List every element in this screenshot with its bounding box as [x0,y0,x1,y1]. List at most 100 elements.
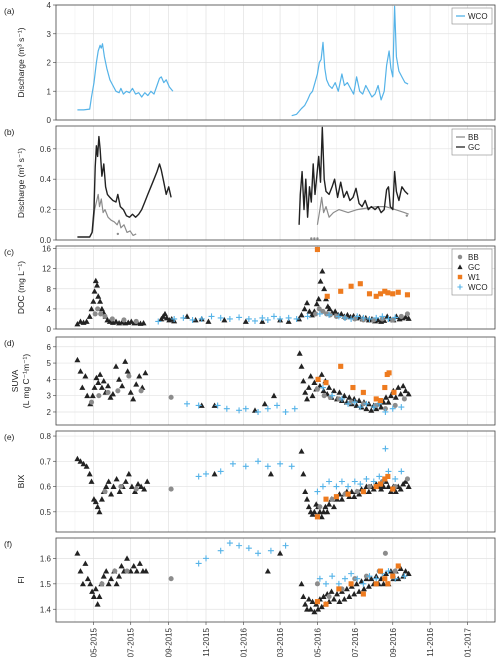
panel-label: (e) [4,432,15,442]
data-point-wco [379,313,386,320]
data-point-gc [322,503,329,510]
x-tick-label: 09-2015 [165,627,174,657]
data-point-gc [77,458,84,464]
y-tick-label: 3 [47,30,52,39]
data-point-w1 [386,370,392,376]
data-point-wco [198,315,205,322]
data-point-gc [356,397,363,403]
data-point-wco [314,488,321,495]
panel-a-legend: WCO [451,7,493,25]
legend-label-w1: W1 [468,273,481,282]
data-point-w1 [348,283,354,289]
y-tick-label: 0.5 [40,508,52,517]
plot-frame [55,245,496,330]
data-point-wco [329,573,336,580]
data-point-wco [217,314,224,321]
data-point-wco [255,550,262,557]
data-point-gc [95,293,102,299]
data-point-gc [221,316,228,323]
data-point-gc [77,568,84,574]
data-point-bb [382,406,388,412]
data-point-wco [319,384,326,391]
data-point-gc [267,470,274,477]
data-point-wco [363,400,370,407]
data-point-wco [392,475,399,482]
data-point-gc [385,399,392,405]
data-point-gc [378,404,385,410]
y-axis-label: Discharge (m³ s⁻¹) [16,27,26,97]
data-point-wco [236,407,243,414]
data-point-gc [136,560,143,566]
data-point-gc [306,308,313,314]
x-axis: 05-2015 07-2015 09-2015 11-2015 01-2016 03-20… [89,622,472,657]
x-tick-label: 05-2016 [313,627,322,657]
data-point-gc [118,563,125,569]
data-point-wco [155,318,162,325]
data-point-bb [310,237,313,240]
data-point-gc [392,488,399,494]
data-point-wco [376,473,383,480]
data-point-wco [277,460,284,467]
data-point-bb [320,308,326,314]
y-axis-label: DOC (mg L⁻¹) [16,261,26,314]
data-point-wco [171,315,178,322]
data-point-gc [395,575,402,582]
data-point-bb [102,313,108,319]
data-point-wco [288,463,295,470]
data-point-bb [115,388,121,394]
y-tick-label: 0.8 [40,432,52,441]
legend-swatch-bb [457,254,463,260]
data-point-wco [195,560,202,567]
data-point-w1 [348,581,354,587]
data-point-bb [124,568,130,574]
data-point-gc [161,310,168,317]
data-point-wco [385,315,392,322]
data-point-gc [351,395,358,402]
data-point-gc [92,277,99,284]
x-tick-label: 03-2016 [276,627,285,657]
data-point-bb [316,237,319,240]
data-point-gc [326,384,333,390]
data-point-wco [251,317,258,324]
data-point-gc [385,483,392,489]
panel-d-grid [56,337,495,425]
data-point-wco [203,470,210,477]
data-point-gc [124,368,131,374]
data-point-bb [321,393,327,399]
x-tick-label: 01-2016 [239,627,248,657]
panel-c-data [74,246,412,327]
x-tick-label: 11-2015 [202,627,211,656]
data-point-gc [380,580,387,587]
data-point-wco [291,405,298,412]
panel-b-grid [56,126,495,241]
series-line-bb [89,193,409,238]
data-point-wco [401,573,408,580]
data-point-gc [320,593,327,599]
data-point-w1 [382,288,388,294]
data-point-wco [345,400,352,407]
data-point-wco [319,483,326,490]
data-point-gc [96,508,103,515]
data-point-gc [298,363,305,369]
data-point-gc [300,470,307,477]
y-tick-label: 3 [47,392,52,401]
data-point-gc [285,318,292,324]
data-point-bb [126,373,132,379]
data-point-gc [77,368,84,374]
data-point-wco [323,580,330,587]
data-point-wco [357,481,364,488]
data-point-bb [92,311,98,317]
panel-label: (a) [4,6,15,16]
data-point-gc [87,580,94,587]
data-point-gc [304,299,311,306]
data-point-gc [368,407,375,413]
data-point-gc [113,318,120,324]
data-point-gc [301,305,308,312]
data-point-bb [404,311,410,317]
data-point-gc [392,394,399,400]
data-point-wco [370,404,377,411]
data-point-w1 [377,398,384,404]
data-point-gc [138,483,145,489]
data-point-wco [348,570,355,577]
